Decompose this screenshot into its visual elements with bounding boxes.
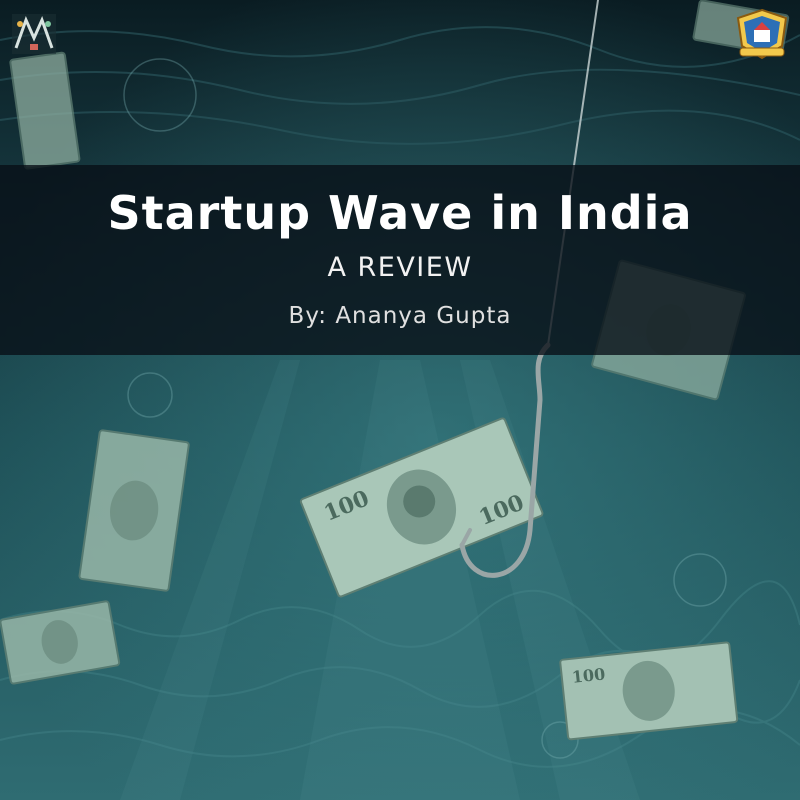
water-surface (0, 26, 800, 145)
college-crest-icon (736, 8, 788, 60)
title-banner: Startup Wave in India A REVIEW By: Anany… (0, 165, 800, 355)
bill-bottom-left (0, 600, 121, 685)
bill-large-center: 100 100 (299, 417, 544, 598)
bill-bottom-right: 100 (559, 641, 739, 741)
bill-left-middle (78, 429, 190, 592)
dollar-bills: 100 100 100 (0, 0, 790, 741)
subtitle: A REVIEW (327, 252, 473, 283)
page-title: Startup Wave in India (107, 186, 693, 240)
bubbles (123, 58, 727, 759)
svg-text:100: 100 (571, 664, 606, 686)
club-logo-icon (12, 14, 56, 54)
author-byline: By: Ananya Gupta (288, 303, 512, 329)
